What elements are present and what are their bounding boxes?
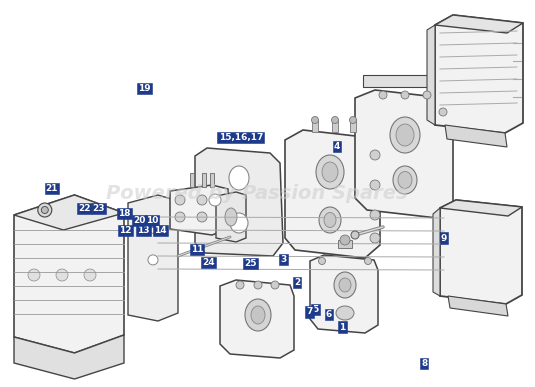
Circle shape [271,281,279,289]
Text: 1: 1 [339,322,346,332]
Ellipse shape [229,166,249,190]
Bar [332,120,338,132]
Ellipse shape [225,208,237,226]
Text: 9: 9 [441,233,447,243]
Bar [190,173,194,187]
Text: 25: 25 [244,259,257,268]
Text: 11: 11 [190,245,203,254]
Ellipse shape [322,162,338,182]
Polygon shape [14,335,124,379]
Text: 15,16,17: 15,16,17 [219,133,263,142]
Polygon shape [128,195,178,321]
Polygon shape [355,90,453,218]
Text: 20: 20 [133,216,146,225]
Circle shape [175,195,185,205]
Circle shape [197,212,207,222]
Circle shape [340,235,350,245]
Text: 3: 3 [280,255,287,264]
Text: 7: 7 [306,307,312,317]
Text: 14: 14 [154,226,167,235]
Polygon shape [448,296,508,316]
Ellipse shape [393,166,417,194]
Circle shape [364,257,371,264]
Text: Powered by Passion Spares: Powered by Passion Spares [106,184,408,203]
Bar [312,120,318,132]
Polygon shape [14,195,124,230]
Text: 2: 2 [294,278,300,287]
Polygon shape [440,200,522,304]
Polygon shape [310,255,378,333]
Polygon shape [435,15,523,33]
Circle shape [236,281,244,289]
Polygon shape [435,15,523,133]
Text: 5: 5 [312,305,319,314]
Circle shape [401,91,409,99]
Text: 12: 12 [119,226,132,235]
Polygon shape [220,280,294,358]
Ellipse shape [334,272,356,298]
Polygon shape [170,185,228,235]
Ellipse shape [398,171,412,188]
Circle shape [84,269,96,281]
Circle shape [209,194,221,206]
Ellipse shape [251,306,265,324]
Ellipse shape [339,278,351,292]
Text: 10: 10 [146,216,158,225]
Text: 8: 8 [421,359,427,368]
Bar [363,75,441,87]
Circle shape [349,116,356,123]
Text: 6: 6 [326,310,332,319]
Polygon shape [285,130,380,258]
Circle shape [311,116,318,123]
Text: 22: 22 [78,204,91,213]
Text: 18: 18 [118,209,131,218]
Circle shape [28,269,40,281]
Text: 23: 23 [93,204,105,213]
Circle shape [370,210,380,220]
Bar [210,173,214,187]
Circle shape [254,281,262,289]
Polygon shape [216,192,246,242]
Ellipse shape [230,213,248,233]
Circle shape [351,231,359,239]
Circle shape [370,180,380,190]
Ellipse shape [336,306,354,320]
Ellipse shape [396,124,414,146]
Text: 21: 21 [45,184,58,193]
Circle shape [150,228,156,233]
Circle shape [370,233,380,243]
Polygon shape [427,25,435,125]
Circle shape [379,91,387,99]
Text: 4: 4 [334,142,340,151]
Text: 13: 13 [137,226,150,235]
Bar [338,240,352,248]
Polygon shape [433,208,440,296]
Text: 19: 19 [138,84,151,93]
Circle shape [423,91,431,99]
Circle shape [318,257,325,264]
Circle shape [197,195,207,205]
Polygon shape [440,200,522,216]
Bar [350,120,356,132]
Ellipse shape [245,299,271,331]
Bar [202,173,206,187]
Ellipse shape [319,207,341,233]
Circle shape [175,212,185,222]
Polygon shape [195,148,283,256]
Polygon shape [14,195,124,353]
Text: 24: 24 [202,258,215,267]
Circle shape [370,150,380,160]
Ellipse shape [324,212,336,228]
Ellipse shape [316,155,344,189]
Circle shape [332,116,339,123]
Polygon shape [445,125,507,147]
Circle shape [38,203,52,217]
Ellipse shape [390,117,420,153]
Circle shape [56,269,68,281]
Circle shape [439,108,447,116]
Circle shape [148,255,158,265]
Circle shape [41,207,48,214]
